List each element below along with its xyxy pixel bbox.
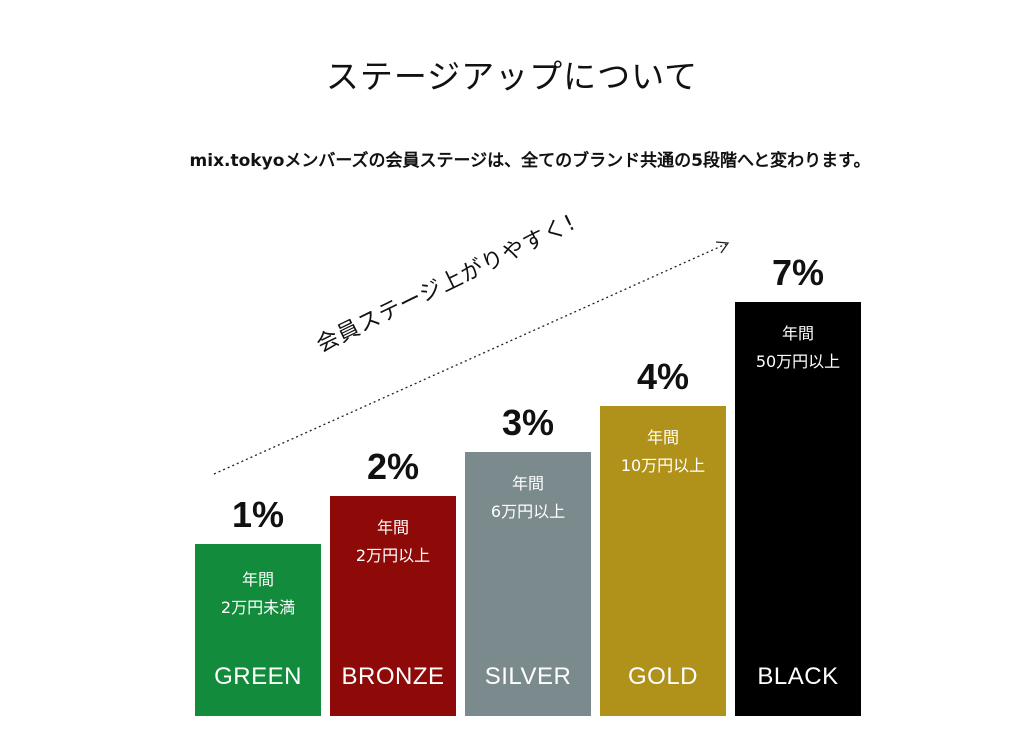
bar-green: 年間 2万円未満 GREEN <box>195 544 321 716</box>
stage-label-gold: GOLD <box>627 663 698 690</box>
value-label-silver: 3% <box>501 402 555 443</box>
page-title: ステージアップについて <box>325 57 699 96</box>
condition-line1: 年間 <box>511 474 544 493</box>
bar-silver: 年間 6万円以上 SILVER <box>465 452 591 716</box>
condition-line2: 2万円未満 <box>220 598 296 617</box>
value-label-gold: 4% <box>636 356 690 397</box>
bar-condition-green: 年間 2万円未満 <box>195 566 321 622</box>
value-label-black: 7% <box>771 252 825 293</box>
stage-label-silver: SILVER <box>484 663 572 690</box>
condition-line2: 2万円以上 <box>355 546 431 565</box>
bar-bronze: 年間 2万円以上 BRONZE <box>330 496 456 716</box>
bar-condition-gold: 年間 10万円以上 <box>600 424 726 480</box>
page-subtitle: mix.tokyoメンバーズの会員ステージは、全てのブランド共通の5段階へと変わ… <box>189 151 871 171</box>
condition-line2: 6万円以上 <box>490 502 566 521</box>
stage-label-green: GREEN <box>214 663 302 690</box>
stage-label-bronze: BRONZE <box>341 663 445 690</box>
bar-condition-black: 年間 50万円以上 <box>735 320 861 376</box>
value-label-bronze: 2% <box>366 446 420 487</box>
condition-line1: 年間 <box>376 518 409 537</box>
condition-line2: 50万円以上 <box>755 352 841 371</box>
stage-label-black: BLACK <box>757 663 839 690</box>
bar-gold: 年間 10万円以上 GOLD <box>600 406 726 716</box>
condition-line1: 年間 <box>646 428 679 447</box>
bar-black: 年間 50万円以上 BLACK <box>735 302 861 716</box>
value-label-green: 1% <box>231 494 285 535</box>
bar-condition-silver: 年間 6万円以上 <box>465 470 591 526</box>
bar-condition-bronze: 年間 2万円以上 <box>330 514 456 570</box>
condition-line1: 年間 <box>241 570 274 589</box>
condition-line1: 年間 <box>781 324 814 343</box>
condition-line2: 10万円以上 <box>620 456 706 475</box>
